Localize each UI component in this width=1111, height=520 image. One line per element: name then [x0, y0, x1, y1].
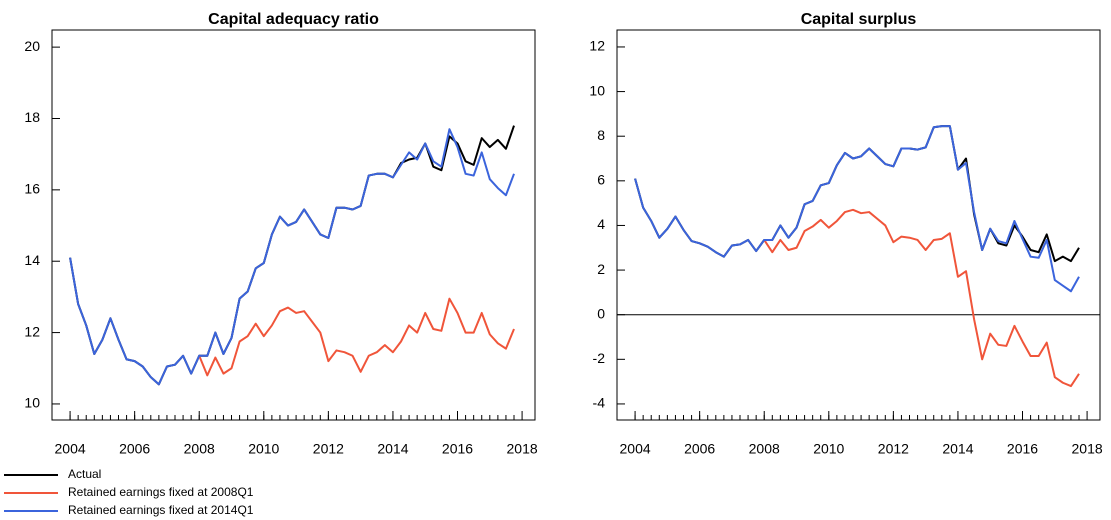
series-line: [69, 128, 515, 386]
y-tick-label: 12: [24, 323, 40, 339]
y-tick-label: 6: [597, 172, 605, 188]
y-tick-label: 12: [589, 38, 605, 54]
x-tick-label: 2008: [749, 441, 780, 457]
x-tick-label: 2016: [1007, 441, 1038, 457]
series-line: [69, 125, 515, 386]
chart-title: Capital surplus: [801, 11, 917, 28]
x-tick-label: 2012: [878, 441, 909, 457]
x-tick-label: 2016: [442, 441, 473, 457]
chart-title: Capital adequacy ratio: [208, 11, 379, 28]
y-tick-label: 2: [597, 261, 605, 277]
plot-frame: [51, 29, 536, 421]
y-tick-label: 8: [597, 127, 605, 143]
y-tick-label: 4: [597, 216, 605, 232]
x-tick-label: 2014: [377, 441, 408, 457]
y-tick-label: 10: [589, 82, 605, 98]
legend-label: Actual: [68, 467, 101, 481]
x-tick-label: 2006: [684, 441, 715, 457]
series-line: [634, 125, 1080, 293]
legend-label: Retained earnings fixed at 2008Q1: [68, 485, 254, 499]
y-tick-label: 10: [24, 395, 40, 411]
series-line: [198, 297, 515, 377]
y-tick-label: 18: [24, 109, 40, 125]
series-line: [763, 208, 1080, 388]
series-line: [634, 125, 1080, 263]
x-tick-label: 2004: [620, 441, 651, 457]
plot-frame: [616, 29, 1101, 421]
x-tick-label: 2008: [184, 441, 215, 457]
x-tick-label: 2006: [119, 441, 150, 457]
y-tick-label: -2: [593, 350, 606, 366]
legend-label: Retained earnings fixed at 2014Q1: [68, 503, 254, 517]
x-tick-label: 2010: [813, 441, 844, 457]
x-tick-label: 2018: [1072, 441, 1103, 457]
x-tick-label: 2014: [942, 441, 973, 457]
x-tick-label: 2018: [507, 441, 538, 457]
y-tick-label: 0: [597, 305, 605, 321]
y-tick-label: 16: [24, 181, 40, 197]
y-tick-label: 14: [24, 252, 40, 268]
y-tick-label: -4: [593, 395, 606, 411]
x-tick-label: 2004: [55, 441, 86, 457]
y-tick-label: 20: [24, 38, 40, 54]
x-tick-label: 2010: [248, 441, 279, 457]
x-tick-label: 2012: [313, 441, 344, 457]
